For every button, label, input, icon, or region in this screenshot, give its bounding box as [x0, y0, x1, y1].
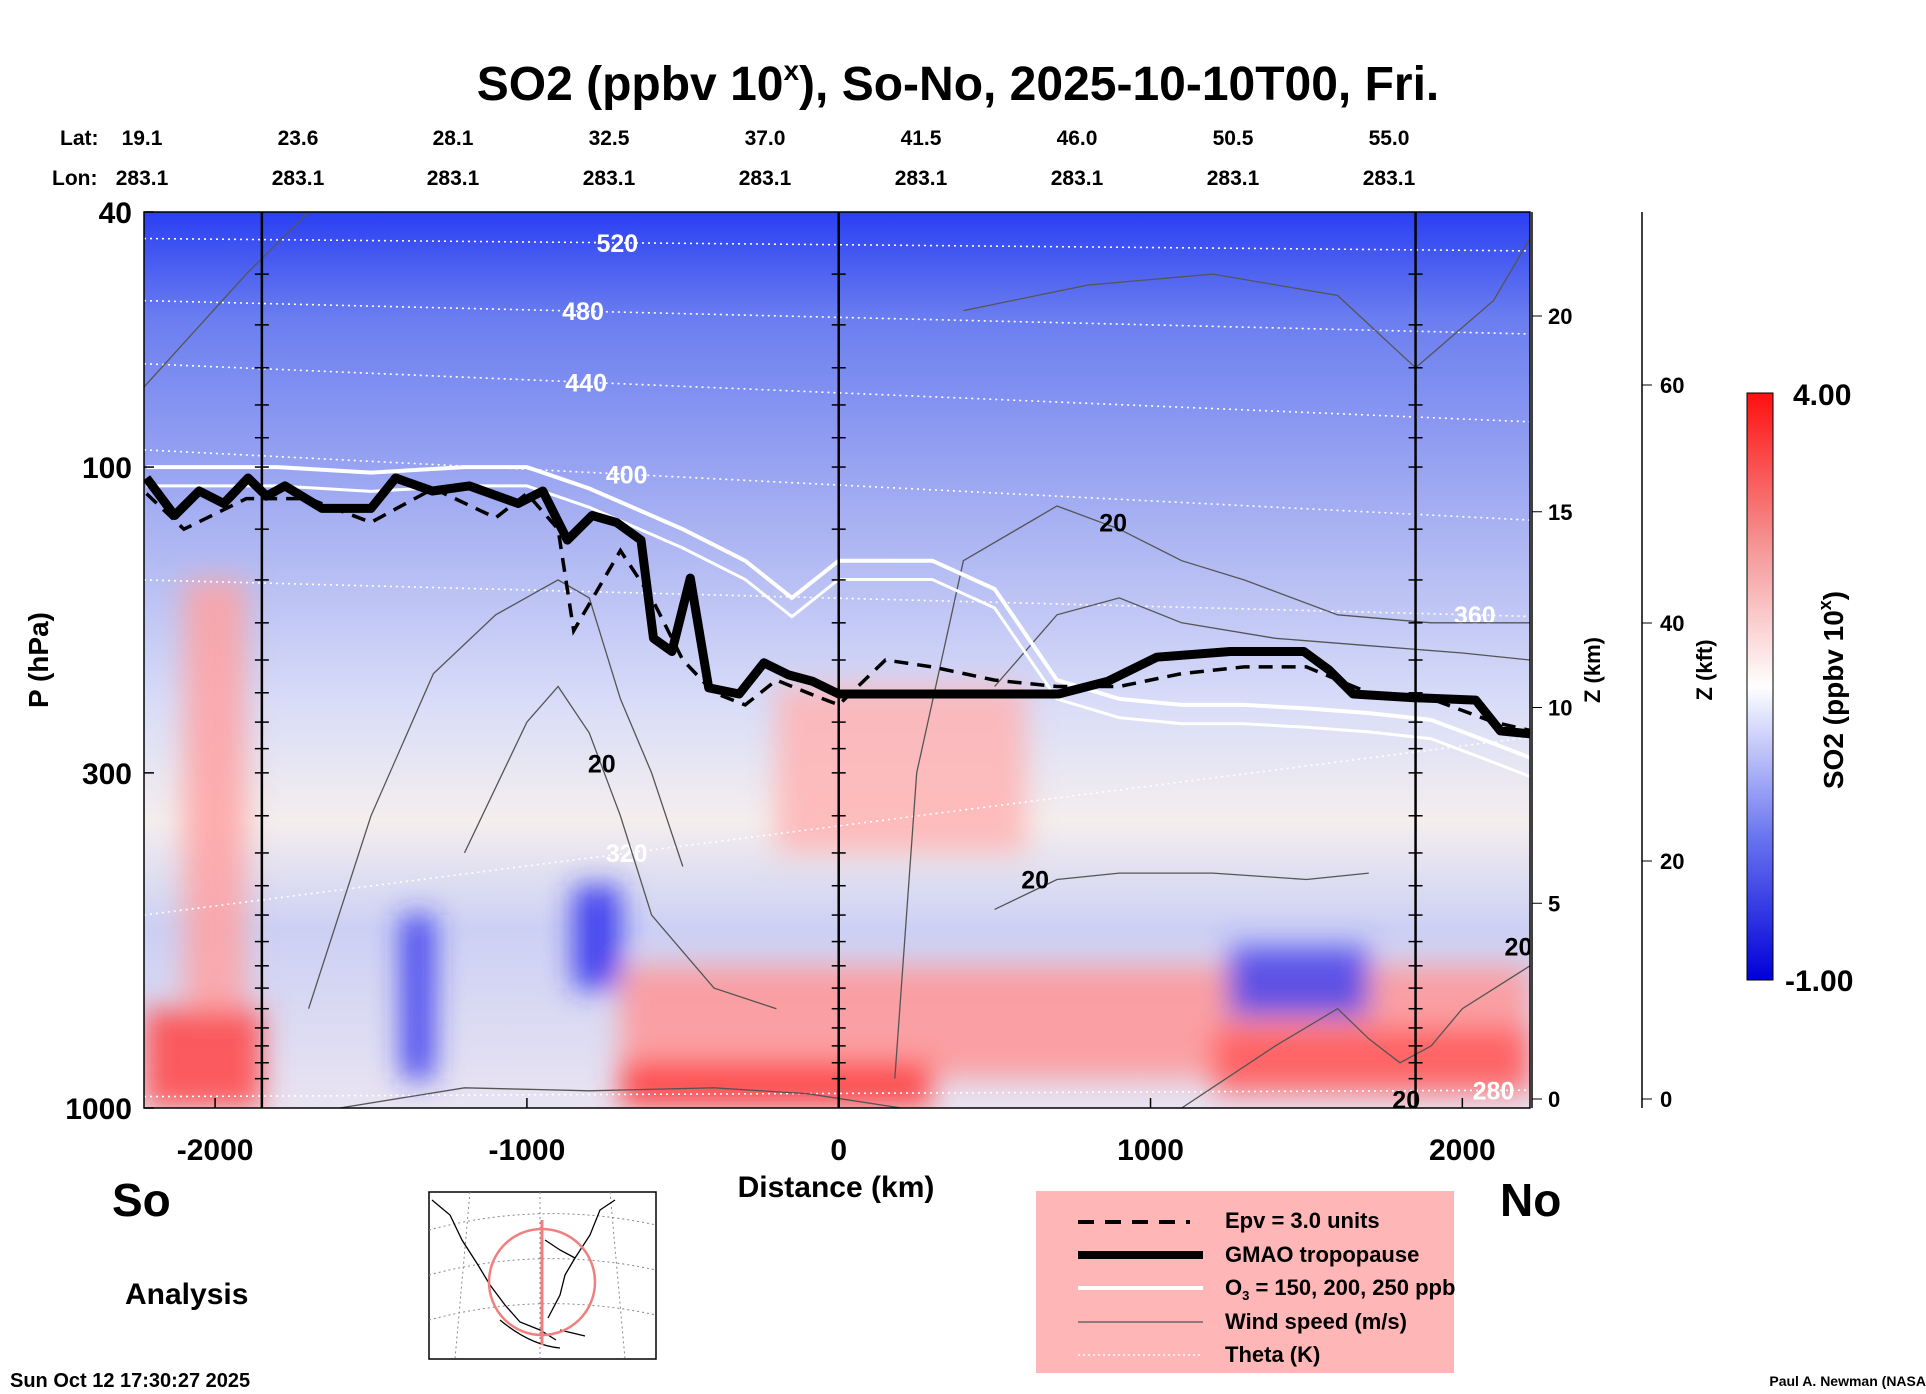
theta-label: 280 — [1473, 1077, 1515, 1105]
theta-contour — [144, 736, 1530, 916]
location-map-inset — [428, 1191, 657, 1360]
plot-frame — [143, 211, 1531, 1109]
z-km-tick-label: 10 — [1548, 696, 1572, 721]
so2-field-patch — [144, 1008, 262, 1108]
tropopause-line — [144, 473, 1530, 739]
colorbar-label: SO2 (ppbv 10x) — [1815, 591, 1849, 789]
theta-label: 480 — [562, 298, 604, 326]
p-tick-label: 300 — [82, 758, 132, 791]
z-kft-tick-label: 60 — [1660, 373, 1684, 398]
lon-value: 283.1 — [427, 167, 480, 190]
contour-overlays: 520 480 440 400 360 320 280 20 20 20 20 20 — [144, 212, 1533, 1115]
x-tick-label: 0 — [830, 1134, 847, 1167]
legend-wind-label: Wind speed (m/s) — [1225, 1309, 1407, 1334]
lat-value: 50.5 — [1213, 127, 1254, 150]
z-km-tick-label: 0 — [1548, 1087, 1560, 1112]
theta-label: 520 — [596, 230, 638, 258]
x-tick-label: 2000 — [1429, 1134, 1496, 1167]
lat-value: 41.5 — [901, 127, 942, 150]
so2-field — [144, 579, 1530, 1108]
x-tick-label: 1000 — [1117, 1134, 1184, 1167]
x-tick-label: -1000 — [489, 1134, 566, 1167]
wind-speed-contour — [894, 505, 1530, 1079]
lat-value: 23.6 — [278, 127, 319, 150]
so2-field-patch — [402, 915, 434, 1079]
chart-title: SO2 (ppbv 10x), So-No, 2025-10-10T00, Fr… — [477, 55, 1440, 111]
z-km-tick-label: 20 — [1548, 304, 1572, 329]
wind-speed-label: 20 — [1392, 1087, 1420, 1115]
so2-field-patch — [1212, 1027, 1530, 1094]
z-kft-label: Z (kft) — [1692, 639, 1717, 700]
lat-value: 55.0 — [1369, 127, 1410, 150]
credit: Paul A. Newman (NASA — [1769, 1373, 1926, 1389]
lat-value: 28.1 — [433, 127, 474, 150]
p-tick-label: 100 — [82, 452, 132, 485]
wind-speed-label: 20 — [588, 750, 616, 778]
so2-field-patch — [1228, 946, 1369, 1017]
lon-value: 283.1 — [583, 167, 636, 190]
lon-value: 283.1 — [116, 167, 169, 190]
wind-speed-contour — [144, 212, 559, 388]
lon-value: 283.1 — [1207, 167, 1260, 190]
wind-speed-label: 20 — [1505, 934, 1533, 962]
wind-speed-contour — [339, 1087, 902, 1108]
theta-label: 320 — [606, 840, 648, 868]
z-kft-tick-label: 40 — [1660, 611, 1684, 636]
lon-value: 283.1 — [272, 167, 325, 190]
lon-value: 283.1 — [895, 167, 948, 190]
theta-label: 440 — [565, 369, 607, 397]
lon-value: 283.1 — [1051, 167, 1104, 190]
axes: -2000 -1000 0 1000 2000 40 100 300 1000 0 5 10 15 20 0… — [65, 197, 1684, 1167]
y-axis-label: P (hPa) — [23, 612, 54, 708]
lon-label: Lon: — [52, 167, 97, 190]
analysis-label: Analysis — [125, 1278, 248, 1311]
colorbar-min-label: -1.00 — [1785, 965, 1853, 998]
p-tick-label: 40 — [99, 197, 132, 230]
z-kft-tick-label: 20 — [1660, 849, 1684, 874]
z-km-label: Z (km) — [1580, 637, 1605, 703]
so2-field-patch — [776, 686, 1026, 853]
theta-label: 400 — [606, 461, 648, 489]
lon-value: 283.1 — [1363, 167, 1416, 190]
wind-speed-label: 20 — [1021, 866, 1049, 894]
timestamp: Sun Oct 12 17:30:27 2025 — [10, 1370, 250, 1392]
legend-tropopause-label: GMAO tropopause — [1225, 1242, 1419, 1267]
north-label: No — [1500, 1174, 1561, 1226]
wind-speed-contour — [963, 238, 1530, 369]
legend-epv-label: Epv = 3.0 units — [1225, 1208, 1380, 1233]
epv-contour — [145, 486, 1530, 733]
so2-field-patch — [183, 579, 247, 1009]
wind-speed-label: 20 — [1099, 509, 1127, 537]
z-km-tick-label: 15 — [1548, 500, 1572, 525]
legend: Epv = 3.0 units GMAO tropopause O3 = 150… — [1036, 1191, 1455, 1373]
wind-speed-contour — [994, 597, 1530, 687]
lat-value: 46.0 — [1057, 127, 1098, 150]
theta-label: 360 — [1454, 602, 1496, 630]
wind-speed-contour — [1181, 965, 1530, 1108]
x-axis-label: Distance (km) — [738, 1171, 935, 1204]
wind-speed-contour — [307, 579, 684, 1009]
z-km-tick-label: 5 — [1548, 891, 1560, 916]
legend-theta-label: Theta (K) — [1225, 1342, 1320, 1367]
z-kft-tick-label: 0 — [1660, 1087, 1672, 1112]
lat-value: 32.5 — [589, 127, 630, 150]
o3-contour — [146, 484, 1530, 779]
wind-speed-contour — [463, 685, 777, 1010]
legend-o3-label: O3 = 150, 200, 250 ppb — [1225, 1275, 1455, 1303]
colorbar-max-label: 4.00 — [1793, 379, 1851, 412]
lon-value: 283.1 — [739, 167, 792, 190]
lat-lon-row: 19.1 23.6 28.1 32.5 37.0 41.5 46.0 50.5 55.0 283.… — [116, 127, 1416, 190]
lat-value: 19.1 — [122, 127, 163, 150]
lat-value: 37.0 — [745, 127, 786, 150]
x-tick-label: -2000 — [177, 1134, 254, 1167]
o3-contour — [146, 465, 1530, 760]
wind-speed-contour — [994, 872, 1369, 910]
so2-field-patch — [573, 885, 621, 989]
colorbar — [1746, 392, 1774, 981]
lat-label: Lat: — [60, 127, 99, 150]
so2-field-patch — [620, 1062, 933, 1108]
south-label: So — [112, 1174, 171, 1226]
p-tick-label: 1000 — [65, 1093, 132, 1126]
